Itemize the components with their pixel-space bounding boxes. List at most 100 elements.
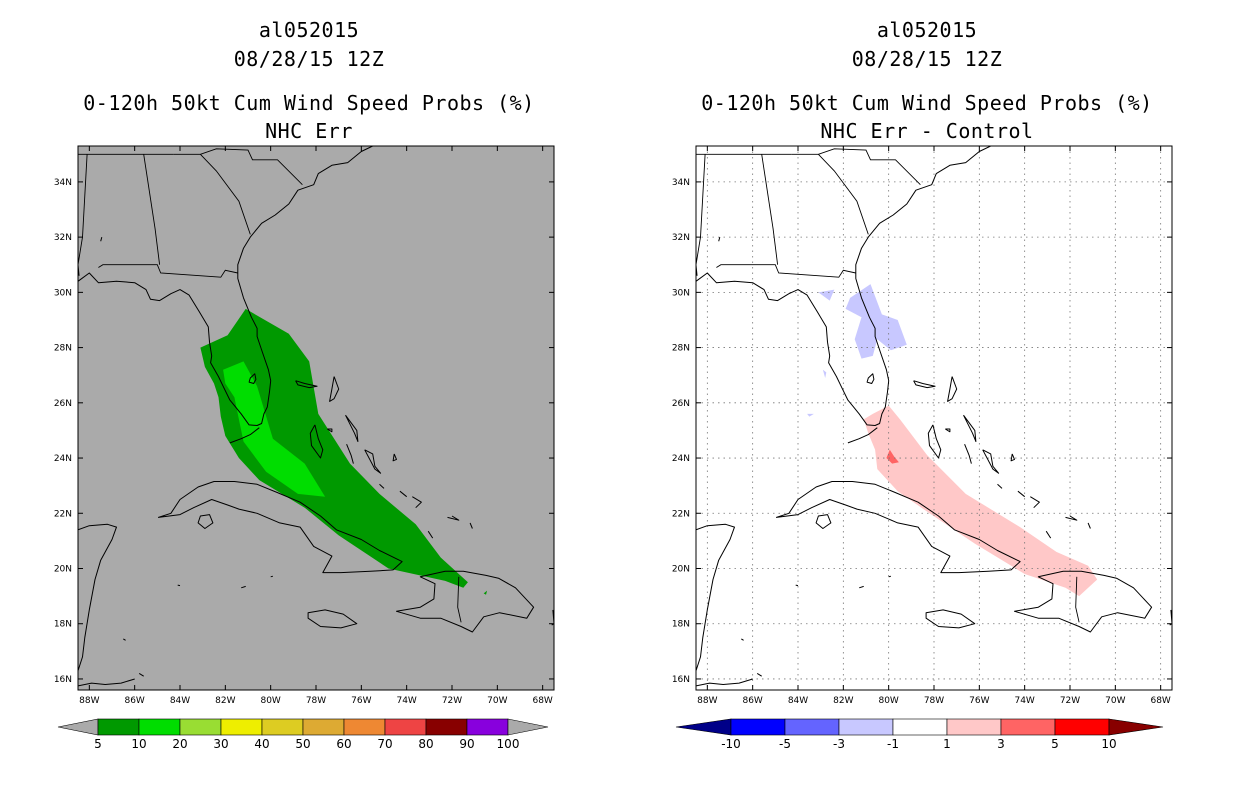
bahamas-island bbox=[1045, 530, 1052, 539]
jamaica-coastline bbox=[925, 609, 976, 629]
map-background bbox=[696, 146, 1172, 690]
lon-label: 86W bbox=[124, 696, 144, 706]
colorbar-swatch bbox=[384, 718, 427, 736]
puerto-rico-coastline bbox=[551, 609, 554, 626]
map-content bbox=[696, 146, 1172, 690]
colorbar-arrow-left bbox=[57, 718, 99, 736]
lat-label: 16N bbox=[54, 675, 72, 685]
lon-label: 88W bbox=[697, 696, 717, 706]
bahamas-island bbox=[1017, 490, 1026, 498]
left-map: 16N 18N 20N 22N 24N 26N 28N 30N 32N 34N 88W 86W 84W 8… bbox=[54, 145, 555, 751]
lon-label: 86W bbox=[742, 696, 762, 706]
left-datetime: 08/28/15 12Z bbox=[233, 47, 385, 71]
small-island bbox=[756, 672, 762, 677]
colorbar-arrow-right bbox=[507, 718, 549, 736]
lon-label: 82W bbox=[215, 696, 235, 706]
colorbar-label: -1 bbox=[887, 737, 899, 751]
colorbar-swatch bbox=[261, 718, 304, 736]
lat-label: 26N bbox=[54, 399, 72, 409]
lat-label: 22N bbox=[54, 509, 72, 519]
lon-label: 78W bbox=[306, 696, 326, 706]
state-border bbox=[200, 153, 251, 235]
small-island bbox=[795, 584, 799, 587]
bahamas-island bbox=[309, 424, 324, 459]
bahamas-island bbox=[1010, 453, 1015, 462]
bahamas-island bbox=[295, 380, 318, 389]
haiti-dr-border bbox=[457, 576, 462, 623]
right-map: 16N 18N 20N 22N 24N 26N 28N 30N 32N 34N 88W 86W 84W 8… bbox=[672, 145, 1173, 751]
positive-diff-high-area bbox=[886, 449, 899, 464]
lon-label: 70W bbox=[1105, 696, 1125, 706]
small-island bbox=[859, 585, 864, 589]
honduras-coastline bbox=[696, 678, 753, 687]
florida-keys bbox=[847, 427, 878, 444]
colorbar-swatch bbox=[1000, 718, 1056, 736]
state-border bbox=[761, 154, 779, 265]
state-border bbox=[98, 264, 238, 278]
bahamas-island bbox=[346, 444, 354, 464]
colorbar-arrow-right bbox=[1108, 718, 1164, 736]
colorbar-swatch bbox=[892, 718, 948, 736]
bahamas-island bbox=[997, 483, 1003, 489]
small-island bbox=[100, 236, 103, 242]
lon-label: 76W bbox=[969, 696, 989, 706]
bahamas-island bbox=[913, 380, 936, 389]
bahamas-island bbox=[364, 449, 382, 474]
map-content bbox=[78, 146, 554, 687]
bahamas-island bbox=[963, 414, 977, 442]
colorbar-swatch bbox=[138, 718, 181, 736]
puerto-rico-coastline bbox=[1169, 609, 1172, 626]
lat-label: 16N bbox=[672, 675, 690, 685]
coastline-us bbox=[78, 146, 373, 426]
small-island bbox=[718, 236, 721, 242]
lake-okeechobee bbox=[248, 373, 257, 384]
lon-label: 68W bbox=[532, 696, 552, 706]
lat-label: 18N bbox=[672, 620, 690, 630]
colorbar-label: 80 bbox=[418, 737, 433, 751]
colorbar-swatch bbox=[730, 718, 786, 736]
right-storm-id: al052015 bbox=[876, 18, 978, 42]
coastline-us bbox=[696, 146, 991, 426]
lon-label: 78W bbox=[924, 696, 944, 706]
lat-label: 20N bbox=[672, 564, 690, 574]
bahamas-island bbox=[982, 449, 1000, 474]
lat-label: 20N bbox=[54, 564, 72, 574]
colorbar-swatch bbox=[97, 718, 140, 736]
lat-label: 24N bbox=[672, 454, 690, 464]
isle-of-youth bbox=[815, 514, 832, 529]
negative-diff-area-2 bbox=[818, 289, 835, 301]
state-border bbox=[818, 153, 869, 235]
negative-diff-area-4 bbox=[807, 413, 814, 417]
state-border bbox=[143, 154, 161, 265]
cuba-coastline bbox=[776, 481, 1021, 574]
florida-keys bbox=[229, 427, 260, 444]
colorbar-swatch bbox=[302, 718, 345, 736]
bahamas-island bbox=[399, 490, 408, 498]
lat-label: 34N bbox=[672, 178, 690, 188]
colorbar-label: 40 bbox=[254, 737, 269, 751]
lat-label: 28N bbox=[54, 344, 72, 354]
colorbar-label: -10 bbox=[721, 737, 741, 751]
small-island bbox=[741, 638, 744, 641]
small-island bbox=[123, 638, 126, 641]
bahamas-island bbox=[329, 376, 340, 402]
bahamas-island bbox=[345, 414, 359, 442]
colorbar-label: 10 bbox=[131, 737, 146, 751]
lon-label: 72W bbox=[442, 696, 462, 706]
lon-label: 84W bbox=[788, 696, 808, 706]
left-product-title: 0-120h 50kt Cum Wind Speed Probs (%) bbox=[83, 91, 535, 115]
colorbar-label: -5 bbox=[779, 737, 791, 751]
colorbar-label: -3 bbox=[833, 737, 845, 751]
bahamas-island bbox=[1030, 496, 1040, 509]
yucatan-coastline bbox=[78, 523, 117, 671]
lon-label: 72W bbox=[1060, 696, 1080, 706]
bahamas-island bbox=[447, 515, 460, 521]
lon-label: 84W bbox=[170, 696, 190, 706]
small-island bbox=[241, 585, 246, 589]
lat-label: 28N bbox=[672, 344, 690, 354]
right-product-title: 0-120h 50kt Cum Wind Speed Probs (%) bbox=[701, 91, 1153, 115]
honduras-coastline bbox=[78, 678, 135, 687]
state-border bbox=[716, 264, 856, 278]
colorbar-label: 5 bbox=[1051, 737, 1059, 751]
colorbar-swatch bbox=[838, 718, 894, 736]
